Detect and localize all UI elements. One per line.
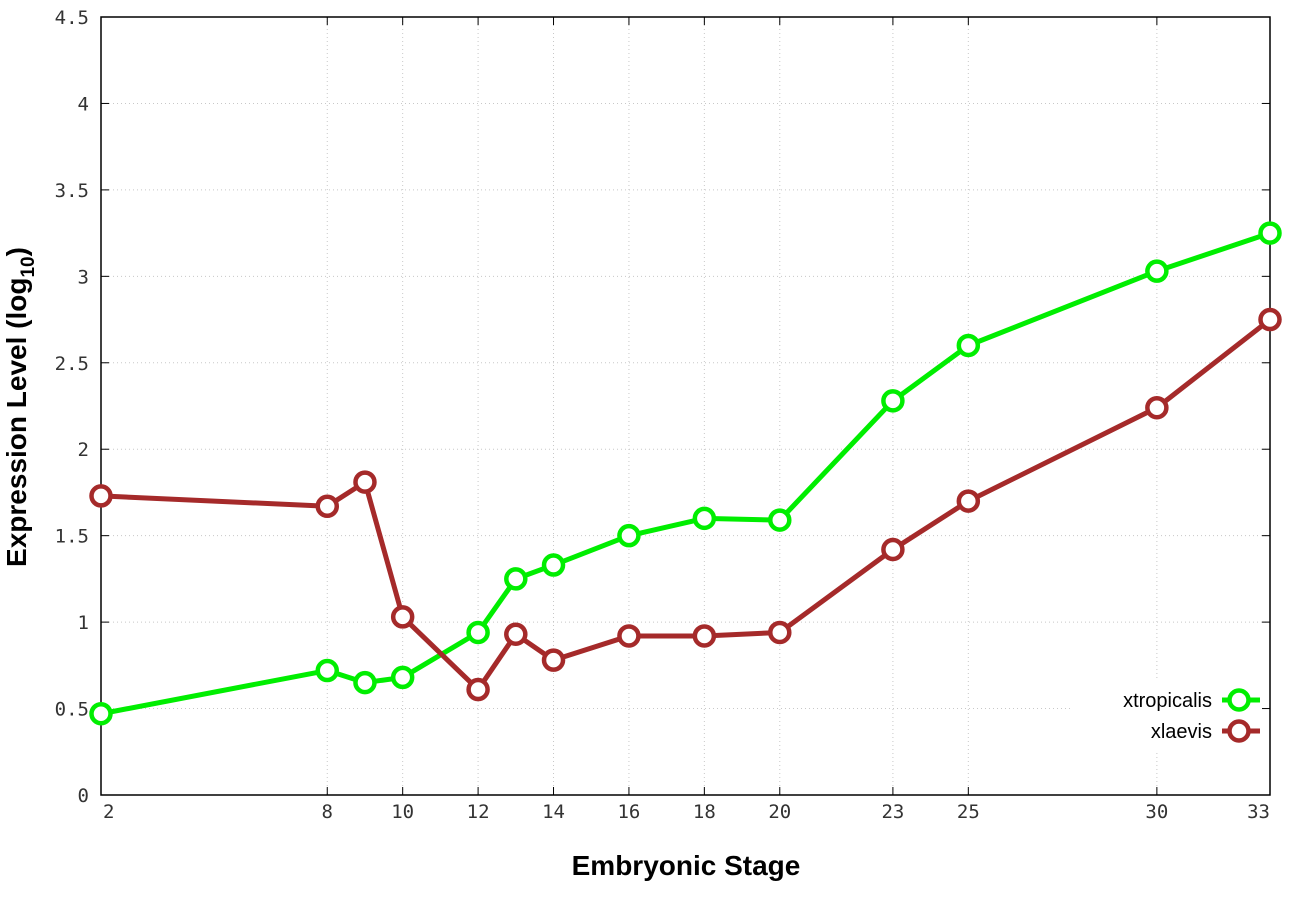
data-point-xlaevis [466,677,490,702]
legend-marker-xtropicalis [1227,688,1251,712]
y-axis-title: Expression Level (log10) [1,247,39,567]
data-point-xtropicalis [617,523,641,548]
data-point-xtropicalis [353,670,377,695]
data-point-xtropicalis [692,506,717,531]
series-xlaevis [89,307,1282,702]
data-point-xtropicalis [768,508,792,532]
y-tick-label: 3 [78,266,89,288]
y-tick-label: 4 [78,93,89,115]
y-tick-label: 2.5 [55,353,89,375]
x-tick-label: 33 [1247,801,1270,823]
y-tick-label: 0 [78,785,89,807]
y-axis-title-main: Expression Level (log [1,278,32,567]
data-point-xtropicalis [390,665,415,690]
series-line-xlaevis [100,317,1272,693]
x-tick-label: 8 [322,801,333,823]
y-tick-label: 3.5 [55,180,89,202]
data-point-xlaevis [956,489,981,513]
y-tick-label: 0.5 [55,699,89,721]
data-point-xtropicalis [504,567,528,591]
series-layer [89,221,1282,726]
data-point-xtropicalis [1258,221,1282,245]
data-point-xlaevis [315,494,340,519]
x-tick-label: 12 [467,801,490,823]
data-point-xtropicalis [881,389,905,413]
y-tick-label: 4.5 [55,7,89,29]
data-point-xlaevis [692,624,717,648]
data-point-xtropicalis [315,658,340,683]
y-tick-label: 1.5 [55,526,89,548]
legend-label-xtropicalis: xtropicalis [1123,690,1212,712]
data-point-xtropicalis [956,333,981,358]
x-tick-label: 18 [693,801,716,823]
y-axis-title-close: ) [1,247,32,256]
x-tick-label: 10 [391,801,414,823]
y-tick-label: 1 [78,612,89,634]
x-axis-title: Embryonic Stage [572,850,801,881]
legend: xtropicalis xlaevis [1070,680,1262,752]
series-xtropicalis [89,221,1282,726]
x-tick-label: 25 [957,801,980,823]
legend-marker-xlaevis [1227,719,1251,743]
data-point-xlaevis [881,537,905,562]
x-tick-label: 14 [542,801,565,823]
data-point-xlaevis [390,605,415,629]
data-point-xtropicalis [1145,259,1169,283]
data-point-xlaevis [768,620,792,645]
y-axis-title-subscript: 10 [18,256,39,277]
data-point-xtropicalis [541,553,566,577]
x-tick-label: 30 [1145,801,1168,823]
data-point-xlaevis [541,648,566,672]
legend-background [1070,680,1262,752]
axis-ticks: 2 8 10 12 14 16 18 20 23 25 30 33 0 0.5 1 1.5 2 2.5 3 3.5 4 4… [55,7,1271,823]
plot-frame [100,16,1271,796]
x-tick-label: 16 [617,801,640,823]
data-point-xlaevis [89,484,113,508]
data-point-xlaevis [504,622,528,646]
series-line-xtropicalis [100,230,1271,717]
data-point-xtropicalis [89,701,113,726]
y-tick-label: 2 [78,439,89,461]
data-point-xlaevis [353,470,377,494]
data-point-xtropicalis [466,620,490,645]
x-tick-label: 2 [103,801,114,823]
x-tick-label: 23 [881,801,904,823]
grid [101,17,1270,795]
legend-label-xlaevis: xlaevis [1151,721,1212,743]
x-tick-label: 20 [768,801,791,823]
data-point-xlaevis [1145,395,1169,420]
data-point-xlaevis [617,624,641,648]
data-point-xlaevis [1258,307,1282,332]
